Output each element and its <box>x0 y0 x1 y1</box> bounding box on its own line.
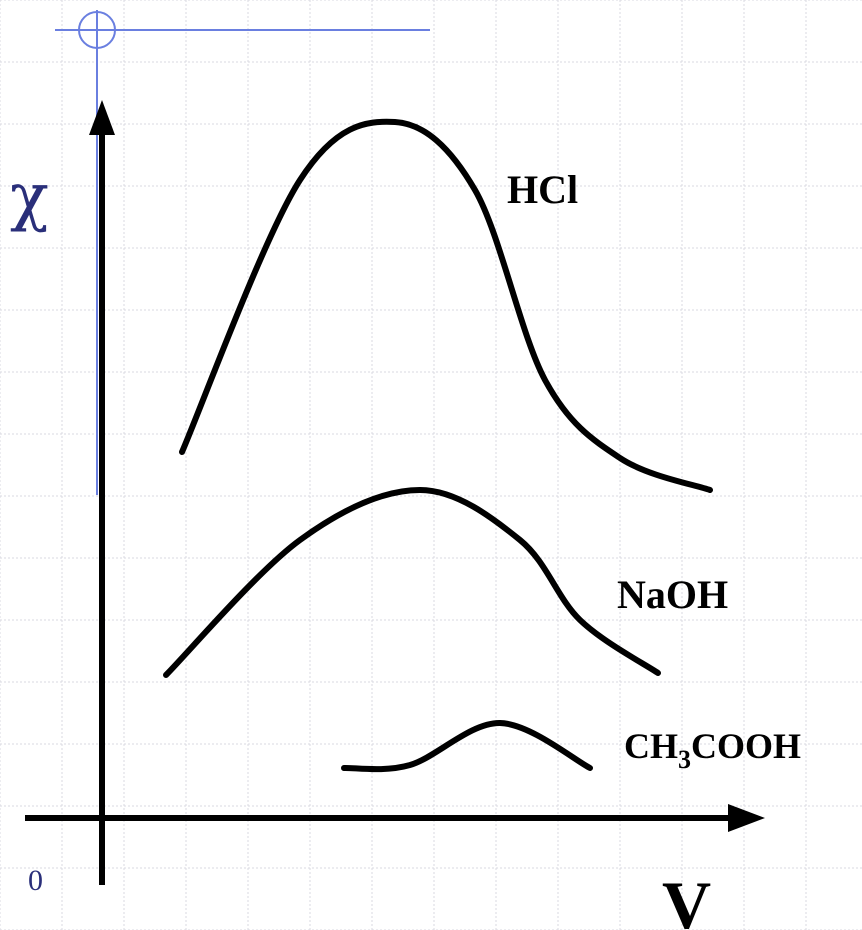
x-axis-label: V <box>662 867 711 930</box>
y-axis <box>89 100 115 885</box>
curve-hcl <box>179 118 713 493</box>
curve-naoh <box>163 487 661 678</box>
origin-label: 0 <box>28 864 43 897</box>
crosshair-decoration <box>55 10 430 495</box>
y-axis-label: χ <box>10 160 49 234</box>
x-axis <box>25 804 765 832</box>
series-label-hcl: HCl <box>507 167 578 212</box>
curve-ch3cooh <box>341 719 593 773</box>
series-curves <box>163 118 713 773</box>
series-label-naoh: NaOH <box>617 572 728 617</box>
series-label-ch3cooh: CH3COOH <box>624 726 801 774</box>
